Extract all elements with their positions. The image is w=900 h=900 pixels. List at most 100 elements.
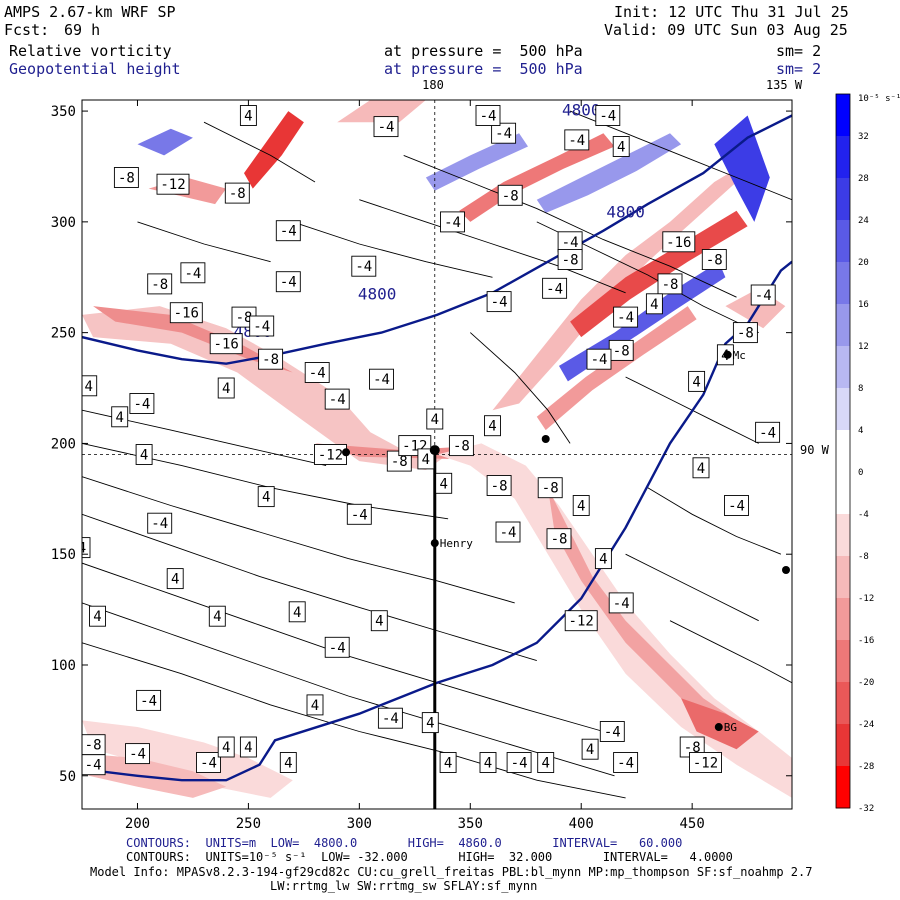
x-tick-label: 400 — [569, 816, 594, 832]
contour-label: -4 — [595, 105, 621, 126]
contour-label: 4 — [89, 605, 106, 627]
contour-label-box — [440, 211, 465, 233]
contour-label-text: -4 — [253, 319, 270, 335]
contour-label-text: -4 — [351, 507, 368, 523]
footer-model-info: Model Info: MPASv8.2.3-194-gf29cd82c CU:… — [90, 865, 813, 879]
contour-label-box — [542, 277, 568, 299]
footer-vorticity-contours: CONTOURS: UNITS=10⁻⁵ s⁻¹ LOW= -32.000 HI… — [126, 850, 733, 864]
contour-label: 4 — [612, 136, 630, 157]
contour-label: -8 — [258, 348, 284, 370]
contour-label: 4 — [82, 375, 98, 397]
vorticity-band-7 — [82, 753, 227, 798]
contour-label-box — [479, 752, 497, 773]
colorbar-swatch — [836, 640, 850, 683]
colorbar-swatch — [836, 220, 850, 263]
contour-label-box — [448, 435, 474, 457]
contour-label-text: 4 — [84, 379, 92, 395]
vorticity-contour-1 — [82, 602, 615, 777]
contour-label-box — [125, 743, 150, 765]
contour-label-box — [111, 406, 129, 428]
contour-label-box — [692, 457, 710, 479]
colorbar-tick-label: -32 — [858, 804, 874, 814]
contour-label-box — [755, 421, 781, 443]
contour-label-box — [595, 105, 621, 126]
contour-label: 4 — [645, 293, 663, 315]
contour-label: -4 — [599, 721, 625, 742]
height-label-3: 4800 — [562, 101, 601, 120]
contour-label-text: 4 — [431, 412, 439, 428]
lon-135w-label: 135 W — [766, 78, 803, 92]
contour-label-text: -4 — [546, 281, 563, 297]
contour-label-text: 4 — [171, 572, 179, 588]
contour-label-text: 4 — [697, 461, 705, 477]
contour-label-box — [82, 375, 98, 397]
contour-label-box — [180, 262, 206, 284]
contour-label-text: -4 — [85, 758, 102, 774]
contour-label-text: 4 — [93, 609, 101, 625]
contour-label: -8 — [657, 273, 683, 295]
contour-label: 4 — [217, 736, 235, 758]
contour-label-text: 4 — [488, 419, 496, 435]
contour-label: -4 — [196, 752, 221, 773]
vorticity-band-14 — [244, 111, 304, 189]
contour-label-text: -4 — [133, 397, 150, 413]
contour-label: 4 — [426, 408, 444, 430]
x-tick-label: 350 — [458, 816, 483, 832]
contour-label: -4 — [486, 291, 512, 313]
y-tick-label: 350 — [51, 104, 76, 120]
station-dot — [430, 539, 439, 548]
contour-label-text: -4 — [495, 126, 512, 142]
contour-label-box — [613, 752, 639, 773]
contour-label-text: 4 — [262, 490, 270, 506]
colorbar-frame — [835, 93, 851, 809]
vorticity-band-1 — [93, 306, 293, 373]
contour-label-text: -4 — [511, 756, 528, 772]
contour-label-text: 4 — [284, 756, 292, 772]
contour-label-box — [369, 368, 394, 390]
station-name: Mc — [733, 349, 746, 362]
contour-label-text: 4 — [577, 499, 585, 515]
contour-label-box — [426, 408, 444, 430]
contour-label: 4 — [572, 495, 590, 516]
contour-label-text: -8 — [151, 277, 168, 293]
y-tick-label: 300 — [51, 215, 76, 231]
contour-label: -12 — [314, 444, 347, 465]
contour-label-box — [196, 752, 221, 773]
contour-label-text: -4 — [355, 259, 372, 275]
contour-label-box — [417, 448, 435, 470]
contour-label: 4 — [82, 537, 91, 559]
colorbar-tick-label: 24 — [858, 216, 869, 226]
contour-label: -4 — [586, 348, 612, 370]
vorticity-contour-3 — [82, 513, 537, 662]
contour-label: -4 — [346, 503, 372, 525]
colorbar-tick-label: -28 — [858, 762, 874, 772]
contour-label-text: 4 — [140, 448, 148, 464]
contour-label-text: -4 — [728, 499, 745, 515]
contour-label-box — [497, 184, 523, 206]
contour-label-text: -8 — [453, 439, 470, 455]
contour-label: -8 — [732, 322, 758, 344]
colorbar-swatch — [836, 346, 850, 389]
contour-label: -8 — [557, 249, 583, 270]
field1-name: Relative vorticity — [9, 42, 172, 60]
contour-label-box — [249, 315, 275, 337]
contour-label-box — [217, 736, 235, 758]
height-contour-0 — [82, 114, 792, 365]
contour-label-text: -12 — [318, 448, 343, 464]
contour-label: 4 — [370, 610, 388, 632]
contour-label-text: -4 — [617, 310, 634, 326]
contour-label: -4 — [129, 393, 155, 414]
contour-label-text: 4 — [484, 756, 492, 772]
contour-label: -8 — [82, 734, 106, 756]
contour-label: 4 — [166, 568, 184, 590]
contour-label-text: -16 — [214, 337, 239, 353]
contour-label: -4 — [506, 752, 532, 773]
contour-label: -4 — [304, 362, 330, 383]
contour-label: -8 — [224, 182, 250, 204]
contour-label-box — [612, 136, 630, 157]
contour-label-box — [475, 105, 501, 126]
contour-label: -8 — [147, 273, 173, 295]
vorticity-contour-11 — [203, 121, 316, 183]
colorbar-swatch — [836, 556, 850, 599]
contour-label-text: 4 — [650, 297, 658, 313]
